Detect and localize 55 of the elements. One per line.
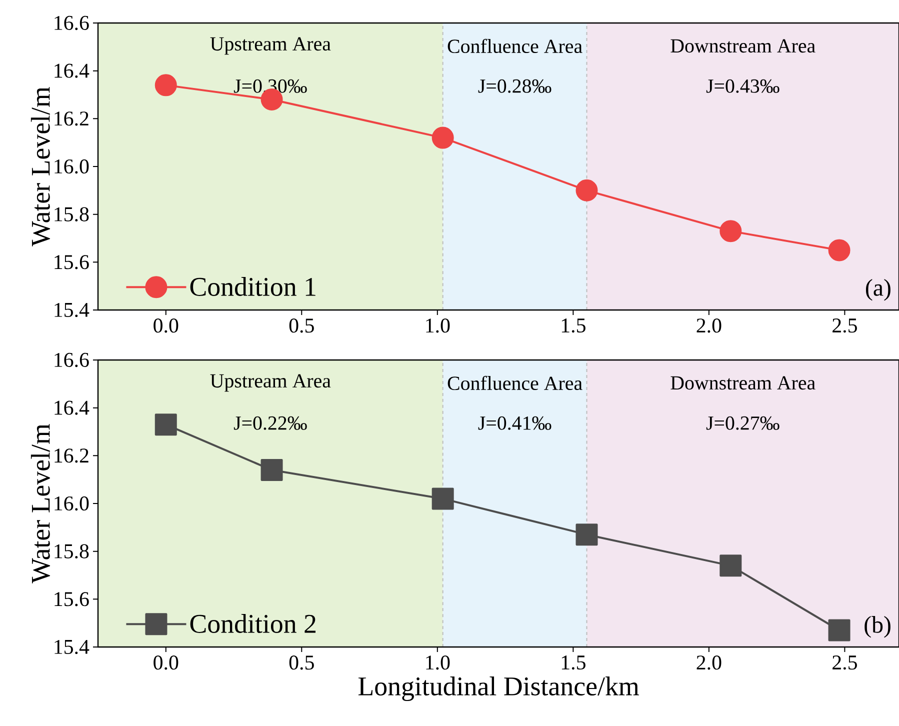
- band-label: Downstream Area: [670, 39, 816, 53]
- legend-label: Condition 2: [190, 614, 316, 633]
- x-tick-label: 2.5: [832, 318, 857, 333]
- y-tick-label: 16.2: [54, 112, 88, 126]
- band-label: Confluence Area: [448, 376, 582, 390]
- x-tick-label: 1.5: [562, 656, 586, 670]
- point: [576, 179, 598, 202]
- y-tick-label: 15.8: [54, 544, 89, 558]
- band-label: Downstream Area: [670, 376, 816, 390]
- x-tick-label: 0.5: [289, 656, 314, 670]
- y-tick-label: 15.4: [54, 640, 90, 654]
- annotation: J=0.43‰: [706, 79, 780, 93]
- x-tick-label: 2.0: [696, 656, 722, 670]
- point: [576, 524, 598, 546]
- y-tick-label: 15.6: [54, 592, 89, 606]
- x-tick-label: 0.5: [289, 318, 314, 333]
- legend-label: Condition 1: [190, 277, 316, 296]
- y-tick-label: 16.0: [54, 159, 89, 174]
- band-label: Upstream Area: [210, 37, 331, 55]
- annotation: J=0.27‰: [706, 416, 780, 430]
- y-tick-label: 16.0: [54, 496, 89, 511]
- x-tick-label: 1.0: [426, 656, 450, 670]
- annotation: J=0.22‰: [234, 416, 307, 430]
- y-tick-label: 16.4: [54, 64, 90, 78]
- band-label: Confluence Area: [448, 38, 582, 54]
- point: [720, 220, 742, 242]
- y-tick-label: 15.8: [54, 207, 89, 222]
- y-axis-title: Water Level/m: [30, 424, 50, 584]
- point: [432, 126, 454, 149]
- point: [260, 459, 283, 482]
- x-axis-title: Longitudinal Distance/km: [358, 676, 639, 702]
- point: [720, 554, 742, 577]
- point: [432, 488, 454, 510]
- point: [154, 414, 177, 436]
- y-axis-title: Water Level/m: [30, 86, 50, 246]
- x-tick-label: 0.0: [154, 656, 178, 670]
- x-tick-label: 1.5: [562, 318, 586, 333]
- point: [828, 619, 850, 642]
- y-tick-label: 16.6: [54, 16, 89, 30]
- annotation: J=0.41‰: [478, 416, 552, 430]
- x-tick-label: 2.5: [832, 656, 857, 670]
- band-label: Upstream Area: [210, 374, 331, 392]
- point: [828, 239, 850, 262]
- annotation: J=0.28‰: [478, 79, 552, 93]
- y-tick-label: 15.4: [54, 302, 90, 318]
- point: [154, 74, 177, 96]
- y-tick-label: 15.6: [54, 255, 89, 270]
- y-tick-label: 16.4: [54, 400, 90, 415]
- y-tick-label: 16.2: [54, 448, 88, 463]
- annotation: (a): [866, 279, 890, 301]
- annotation: (b): [864, 616, 890, 638]
- x-tick-label: 0.0: [154, 318, 178, 333]
- x-tick-label: 2.0: [696, 318, 722, 333]
- y-tick-label: 16.6: [54, 352, 89, 368]
- x-tick-label: 1.0: [426, 318, 450, 333]
